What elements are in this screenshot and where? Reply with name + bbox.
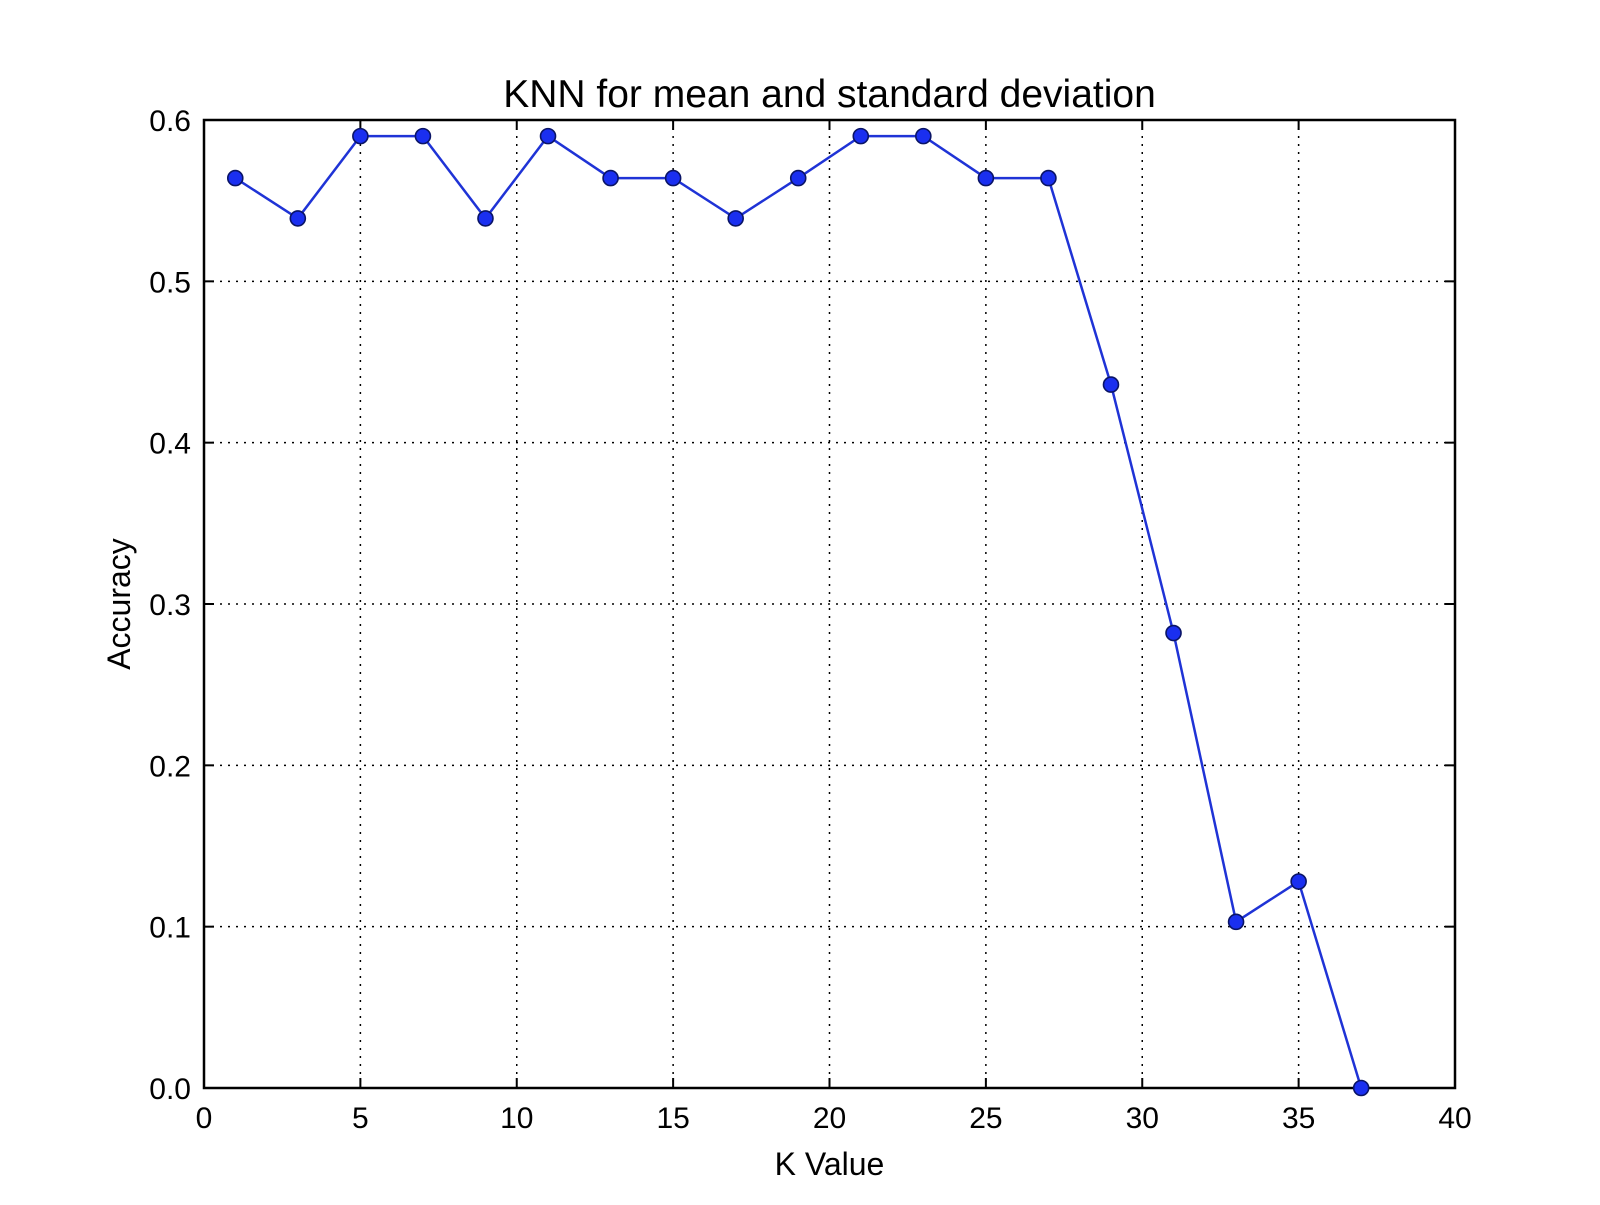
data-point — [1040, 169, 1057, 187]
data-point — [226, 169, 244, 187]
data-point — [727, 210, 744, 227]
data-point — [477, 210, 494, 227]
data-point — [1352, 1079, 1370, 1097]
x-tick-label: 30 — [1126, 1102, 1159, 1135]
data-point — [539, 127, 557, 145]
data-point — [977, 169, 995, 187]
data-point — [1227, 913, 1245, 931]
y-tick-label: 0.5 — [149, 266, 191, 299]
grid-layer — [204, 120, 1455, 1088]
x-tick-label: 0 — [196, 1102, 213, 1135]
x-tick-label: 15 — [656, 1102, 689, 1135]
series-layer — [226, 127, 1370, 1097]
y-tick-label: 0.3 — [149, 589, 191, 622]
data-point — [289, 210, 307, 227]
data-point — [852, 127, 870, 145]
data-point — [664, 169, 682, 187]
y-tick-label: 0.2 — [149, 750, 191, 783]
y-tick-label: 0.4 — [149, 428, 191, 461]
x-tick-label: 25 — [969, 1102, 1002, 1135]
x-tick-label: 10 — [500, 1102, 533, 1135]
x-axis-label: K Value — [775, 1146, 885, 1182]
chart-title: KNN for mean and standard deviation — [503, 73, 1156, 116]
data-point — [352, 127, 369, 145]
y-tick-label: 0.1 — [149, 912, 191, 945]
axis-ticks: 0 5 10 15 20 25 30 35 40 0.0 0.1 0.2 0.3 0.4 0.5 0.6 — [149, 105, 1471, 1135]
data-point — [915, 127, 932, 145]
y-axis-label: Accuracy — [101, 538, 137, 670]
data-point — [414, 127, 432, 145]
y-tick-label: 0.0 — [149, 1073, 191, 1106]
x-tick-label: 35 — [1282, 1102, 1315, 1135]
data-point — [1165, 624, 1182, 642]
x-tick-label: 20 — [813, 1102, 846, 1135]
data-point — [1102, 376, 1120, 393]
x-tick-label: 5 — [352, 1102, 369, 1135]
data-point — [789, 169, 807, 187]
data-point — [602, 169, 619, 187]
x-tick-label: 40 — [1438, 1102, 1471, 1135]
data-point — [1290, 873, 1307, 890]
y-tick-label: 0.6 — [149, 105, 191, 138]
